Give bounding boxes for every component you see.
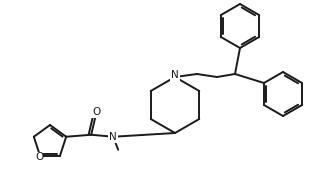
Text: O: O bbox=[92, 107, 100, 117]
Text: O: O bbox=[35, 152, 43, 162]
Text: N: N bbox=[109, 132, 117, 142]
Text: N: N bbox=[171, 70, 179, 80]
